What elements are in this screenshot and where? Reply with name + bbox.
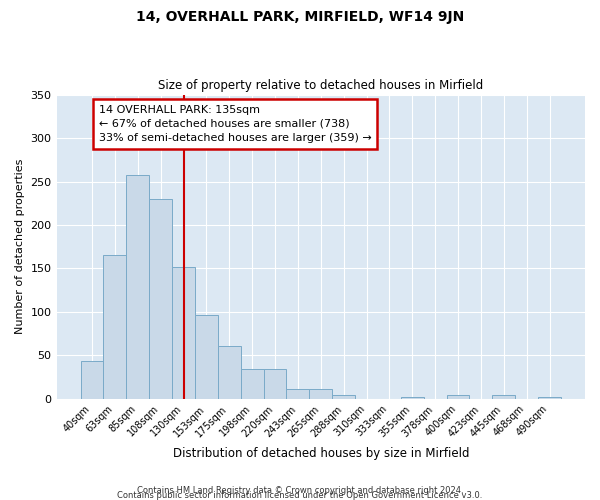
Text: Contains HM Land Registry data © Crown copyright and database right 2024.: Contains HM Land Registry data © Crown c… bbox=[137, 486, 463, 495]
Bar bbox=[310, 390, 332, 399]
Bar bbox=[195, 314, 218, 399]
Bar bbox=[218, 346, 241, 399]
Text: Contains public sector information licensed under the Open Government Licence v3: Contains public sector information licen… bbox=[118, 491, 482, 500]
Y-axis label: Number of detached properties: Number of detached properties bbox=[15, 159, 25, 334]
Title: Size of property relative to detached houses in Mirfield: Size of property relative to detached ho… bbox=[158, 79, 484, 92]
Bar bbox=[538, 397, 561, 399]
Bar bbox=[241, 370, 263, 399]
Bar bbox=[172, 266, 195, 399]
Bar bbox=[493, 394, 515, 399]
Bar bbox=[127, 176, 149, 399]
Bar bbox=[103, 256, 127, 399]
Text: 14, OVERHALL PARK, MIRFIELD, WF14 9JN: 14, OVERHALL PARK, MIRFIELD, WF14 9JN bbox=[136, 10, 464, 24]
Bar bbox=[332, 394, 355, 399]
Text: 14 OVERHALL PARK: 135sqm
← 67% of detached houses are smaller (738)
33% of semi-: 14 OVERHALL PARK: 135sqm ← 67% of detach… bbox=[99, 105, 371, 143]
X-axis label: Distribution of detached houses by size in Mirfield: Distribution of detached houses by size … bbox=[173, 447, 469, 460]
Bar bbox=[149, 199, 172, 399]
Bar bbox=[401, 397, 424, 399]
Bar bbox=[263, 370, 286, 399]
Bar bbox=[286, 390, 310, 399]
Bar bbox=[446, 396, 469, 399]
Bar bbox=[80, 360, 103, 399]
